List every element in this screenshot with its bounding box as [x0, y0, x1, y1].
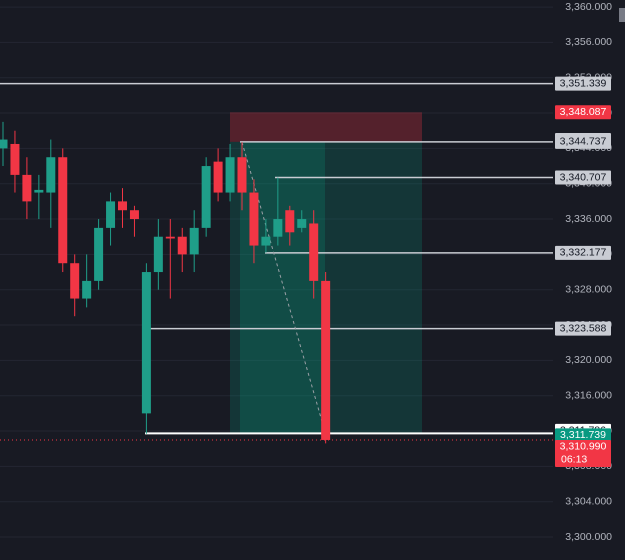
y-tick-label: 3,360.000 — [565, 1, 612, 13]
y-tick-label: 3,316.000 — [565, 389, 612, 401]
price-label: 3,311.739 — [560, 429, 606, 441]
candle-body — [249, 192, 259, 246]
y-tick-label: 3,328.000 — [565, 283, 612, 295]
price-label-box — [555, 134, 611, 149]
price-label-box — [555, 439, 611, 467]
scroll-handle — [619, 8, 625, 22]
price-label-box — [555, 105, 611, 120]
candle-body — [118, 201, 127, 211]
price-label: 3,344.737 — [560, 136, 607, 148]
candle-body — [177, 236, 187, 255]
countdown: 06:13 — [561, 454, 587, 466]
candle-body — [141, 272, 151, 414]
price-label-box — [555, 321, 611, 336]
price-label-box — [555, 170, 611, 185]
target-zone-filled — [240, 141, 325, 434]
candle-body — [225, 157, 235, 193]
candle-body — [237, 157, 247, 193]
y-tick-label: 3,304.000 — [565, 495, 612, 507]
price-label: 3,323.588 — [560, 322, 607, 334]
candle-body — [0, 139, 8, 149]
y-tick-label: 3,320.000 — [565, 354, 612, 366]
y-tick-label: 3,300.000 — [565, 531, 612, 543]
candle-body — [94, 227, 104, 281]
candle-body — [165, 236, 175, 239]
candle-body — [34, 189, 44, 193]
candle-body — [297, 219, 307, 228]
candle-body — [285, 210, 295, 233]
candle-body — [129, 210, 139, 220]
price-label-box — [555, 245, 611, 260]
stop-zone — [230, 112, 422, 142]
candle-body — [70, 263, 80, 299]
candle-body — [321, 280, 331, 440]
candle-body — [82, 280, 92, 299]
price-label-box — [555, 76, 611, 91]
price-label: 3,340.707 — [560, 171, 607, 183]
candle-body — [201, 166, 211, 228]
candle-body — [309, 223, 319, 281]
candle-body — [106, 201, 116, 228]
path-line — [241, 142, 323, 422]
y-tick-label: 3,356.000 — [565, 36, 612, 48]
y-tick-label: 3,336.000 — [565, 213, 612, 225]
candle-body — [213, 161, 223, 193]
price-label: 3,310.990 — [560, 441, 607, 453]
price-label-box — [555, 428, 611, 443]
candle-body — [46, 157, 56, 193]
candle-body — [22, 174, 32, 202]
candle-body — [261, 236, 271, 246]
candle-body — [58, 157, 68, 264]
price-label: 3,351.339 — [560, 77, 607, 89]
price-label: 3,332.177 — [560, 247, 607, 259]
candle-body — [273, 219, 283, 237]
candle-body — [10, 143, 20, 175]
price-label: 3,348.087 — [560, 106, 607, 118]
candle-body — [189, 227, 199, 255]
candle-body — [153, 236, 163, 273]
